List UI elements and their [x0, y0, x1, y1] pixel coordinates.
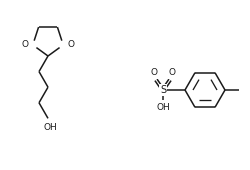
Text: OH: OH — [43, 123, 57, 132]
Text: O: O — [67, 40, 74, 49]
Text: O: O — [22, 40, 29, 49]
Text: OH: OH — [156, 104, 169, 113]
Text: S: S — [159, 85, 166, 95]
Text: O: O — [168, 69, 175, 78]
Text: O: O — [150, 69, 157, 78]
